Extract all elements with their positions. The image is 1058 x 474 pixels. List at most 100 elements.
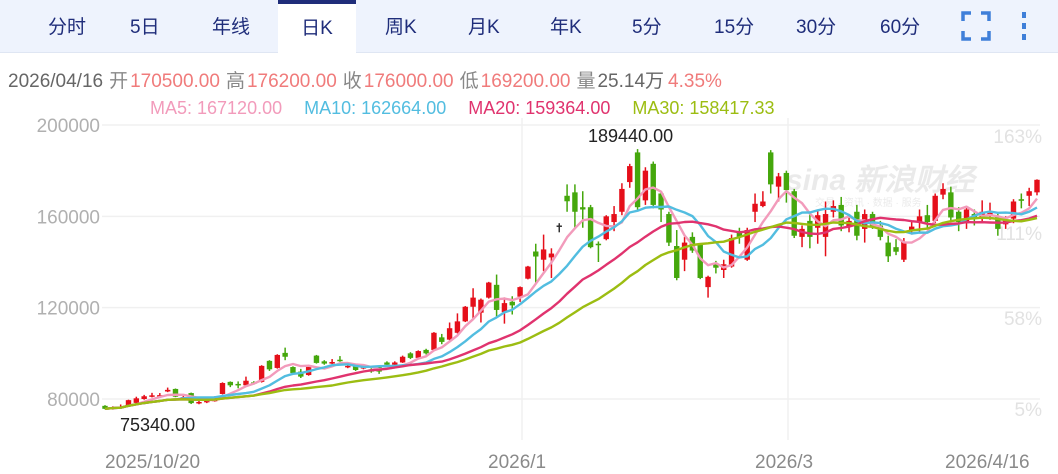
- tab-2[interactable]: 年线: [212, 17, 251, 38]
- candle-body: [838, 204, 844, 226]
- pct-tick-label: 163%: [993, 127, 1042, 148]
- candle: [1018, 193, 1025, 209]
- y-tick-label: 120000: [37, 299, 100, 320]
- ma-lines: [104, 186, 1038, 410]
- candle-body: [196, 401, 202, 404]
- candle-body: [783, 172, 790, 191]
- candle-body: [697, 244, 703, 278]
- candle: [486, 281, 492, 299]
- candle: [642, 167, 649, 205]
- candle: [564, 184, 570, 212]
- tab-8[interactable]: 15分: [714, 17, 755, 38]
- tab-3[interactable]: 日K: [278, 0, 356, 53]
- candle: [266, 360, 273, 371]
- candle-body: [540, 249, 547, 260]
- candle-body: [736, 231, 743, 237]
- candle-body: [940, 188, 946, 195]
- tab-1[interactable]: 5日: [130, 17, 160, 38]
- ohlc-info-line: 2026/04/16 开 170500.00 高 176200.00 收 176000.00…: [8, 66, 728, 93]
- change-pct: 4.35%: [668, 71, 722, 92]
- candle: [760, 191, 766, 208]
- tab-0[interactable]: 分时: [48, 17, 87, 38]
- candle: [721, 259, 727, 278]
- candle-body: [266, 360, 273, 370]
- candle-body: [595, 243, 602, 246]
- candle-body: [775, 176, 782, 187]
- tab-5[interactable]: 月K: [468, 17, 500, 38]
- candle-body: [791, 191, 797, 236]
- candle-body: [885, 242, 891, 257]
- tab-7[interactable]: 5分: [632, 17, 662, 38]
- candle: [932, 193, 938, 224]
- fullscreen-icon[interactable]: [960, 10, 992, 47]
- candle: [219, 382, 226, 395]
- candle: [407, 352, 414, 360]
- ma-legend-item: MA30: 158417.33: [632, 98, 775, 118]
- candle-body: [423, 349, 429, 354]
- candle: [517, 286, 523, 302]
- ma-legend-item: MA20: 159364.00: [468, 98, 611, 118]
- tab-4[interactable]: 周K: [385, 17, 417, 38]
- candle-body: [141, 396, 147, 399]
- more-vertical-icon[interactable]: [1016, 10, 1032, 47]
- tab-9[interactable]: 30分: [796, 17, 837, 38]
- candle-body: [172, 388, 179, 397]
- candle: [1034, 179, 1040, 196]
- candle-body: [642, 170, 649, 201]
- candle-body: [501, 303, 508, 313]
- candle-body: [415, 351, 421, 358]
- candle-body: [149, 395, 155, 397]
- candle-body: [1018, 199, 1025, 201]
- candle: [768, 150, 774, 194]
- candle-body: [807, 220, 813, 237]
- pct-tick-label: 111%: [996, 224, 1042, 245]
- close-value: 176000.00: [363, 71, 454, 92]
- candle: [603, 215, 609, 241]
- min-price-label: 75340.00: [120, 415, 195, 435]
- x-tick-label: 2026/1: [488, 452, 546, 473]
- candle: [1010, 199, 1017, 224]
- candle: [439, 333, 445, 345]
- candle: [282, 347, 288, 361]
- candle: [838, 196, 844, 232]
- ma5-line: [104, 186, 1038, 410]
- candle-body: [204, 400, 210, 403]
- candle-body: [752, 203, 758, 212]
- candle-body: [564, 195, 570, 202]
- candle-body: [955, 211, 962, 223]
- candle: [556, 223, 562, 233]
- low-value: 169200.00: [480, 71, 571, 92]
- tab-10[interactable]: 60分: [880, 17, 921, 38]
- candle: [525, 265, 531, 280]
- candle-body: [337, 359, 343, 362]
- candle-body: [486, 282, 492, 298]
- candle-body: [219, 383, 226, 394]
- x-tick-label: 2025/10/20: [105, 452, 200, 473]
- candle: [329, 359, 335, 365]
- low-label: 低: [459, 71, 479, 92]
- candle-body: [446, 328, 453, 340]
- x-tick-label: 2026/3: [755, 452, 813, 473]
- candle-body: [556, 225, 562, 227]
- period-tab-bar: 分时 5日 年线 日K 周K 月K 年K 5分 15分 30分 60分: [0, 0, 1058, 53]
- candle: [627, 163, 633, 188]
- ma-legend-item: MA10: 162664.00: [304, 98, 447, 118]
- candle-body: [768, 152, 774, 185]
- candle-body: [619, 188, 625, 212]
- candle: [399, 355, 406, 363]
- candle-body: [877, 225, 884, 237]
- candle-body: [901, 241, 907, 260]
- candle-body: [352, 364, 359, 371]
- candle-body: [478, 299, 484, 313]
- candle: [501, 297, 508, 324]
- candle: [681, 236, 688, 272]
- candle: [446, 322, 453, 341]
- y-tick-label: 160000: [37, 207, 100, 228]
- candle-body: [666, 214, 672, 243]
- tab-6[interactable]: 年K: [550, 17, 582, 38]
- candle-body: [274, 354, 281, 368]
- ma-legend: MA5: 167120.00 MA10: 162664.00 MA20: 15936…: [150, 98, 796, 119]
- candle-body: [509, 301, 515, 306]
- candle-body: [963, 209, 970, 224]
